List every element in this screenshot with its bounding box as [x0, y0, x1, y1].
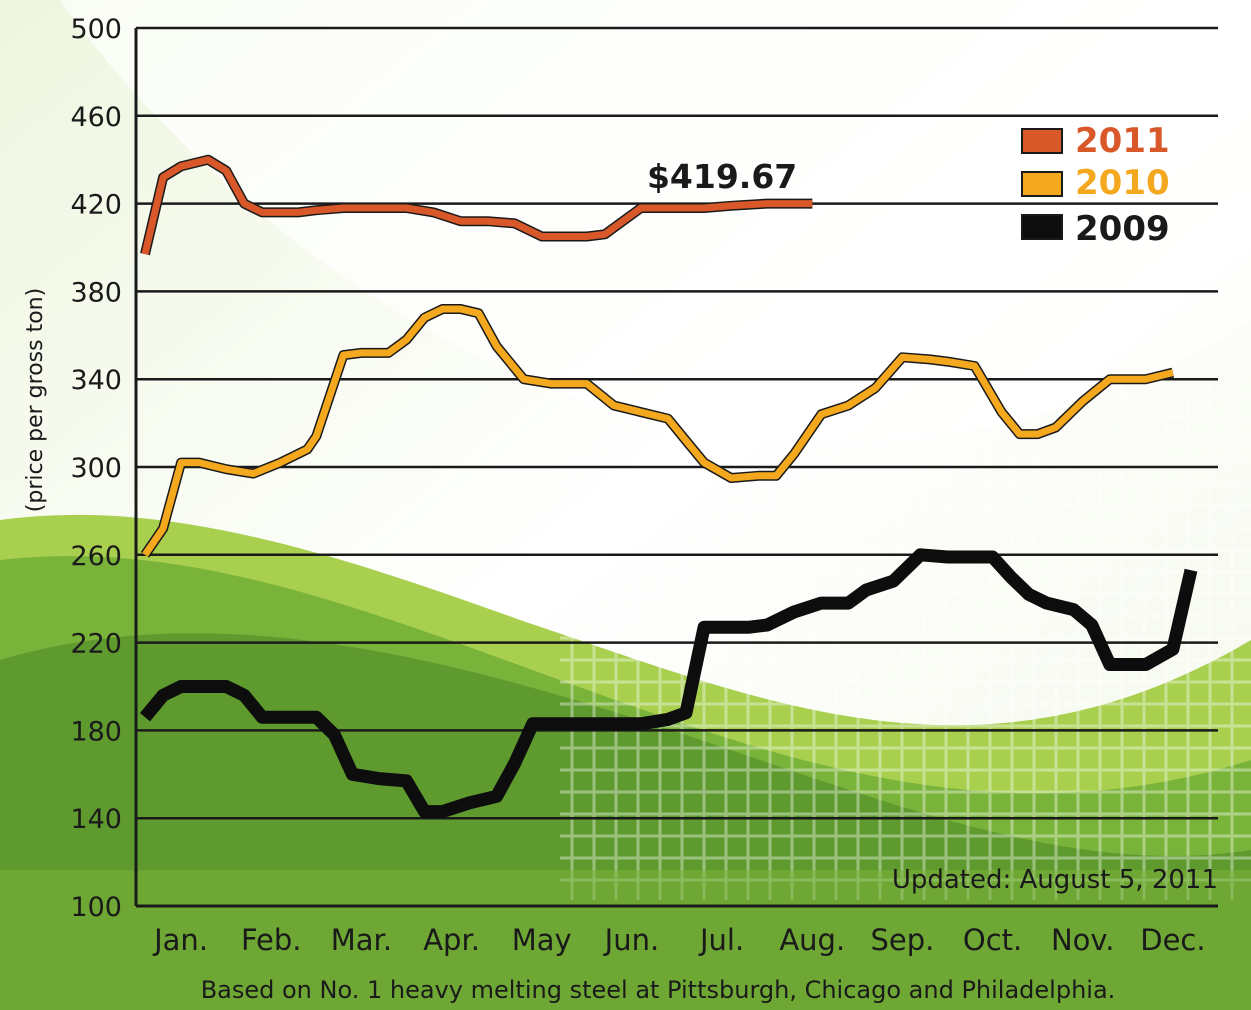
y-tick-label: 380 [70, 277, 122, 308]
x-tick-label: Oct. [963, 923, 1022, 957]
y-tick-label: 500 [70, 14, 122, 45]
y-tick-label: 460 [70, 102, 122, 133]
x-tick-label: Dec. [1140, 923, 1205, 957]
series-lines [139, 154, 1198, 819]
series-line-2009 [139, 548, 1198, 819]
y-tick-label: 260 [70, 541, 122, 572]
latest-price-annotation: $419.67 [647, 157, 797, 196]
legend: 2011 2010 2009 [1021, 121, 1170, 249]
x-tick-label: Sep. [870, 923, 934, 957]
x-tick-label: Mar. [331, 923, 392, 957]
y-tick-label: 220 [70, 629, 122, 660]
y-tick-label: 300 [70, 453, 122, 484]
series-line-2011 [141, 156, 813, 255]
x-tick-label: Jun. [603, 923, 660, 957]
y-tick-label: 100 [70, 892, 122, 923]
updated-note: Updated: August 5, 2011 [892, 865, 1218, 895]
series-line-2010 [142, 305, 1174, 557]
legend-label-2010: 2010 [1075, 163, 1170, 203]
x-tick-label: Nov. [1051, 923, 1115, 957]
footnote: Based on No. 1 heavy melting steel at Pi… [201, 976, 1116, 1004]
x-tick-label: Aug. [779, 923, 845, 957]
y-tick-label: 340 [70, 365, 122, 396]
x-tick-label: May [512, 923, 572, 957]
x-axis-ticks: Jan. Feb. Mar. Apr. May Jun. Jul. Aug. Sep. Oct. N… [152, 923, 1205, 957]
x-tick-label: Feb. [241, 923, 302, 957]
legend-swatch-2009 [1021, 214, 1063, 240]
y-axis-label: (price per gross ton) [23, 288, 48, 512]
y-tick-label: 180 [70, 716, 122, 747]
y-tick-label: 140 [70, 804, 122, 835]
legend-swatch-2011 [1021, 128, 1063, 154]
legend-label-2011: 2011 [1075, 121, 1170, 161]
x-tick-label: Jul. [698, 923, 744, 957]
y-axis-ticks: 100 140 180 220 260 300 340 380 420 460 500 [70, 14, 122, 923]
y-tick-label: 420 [70, 190, 122, 221]
x-tick-label: Jan. [152, 923, 208, 957]
x-tick-label: Apr. [423, 923, 480, 957]
legend-label-2009: 2009 [1075, 209, 1170, 249]
legend-swatch-2010 [1021, 171, 1063, 197]
